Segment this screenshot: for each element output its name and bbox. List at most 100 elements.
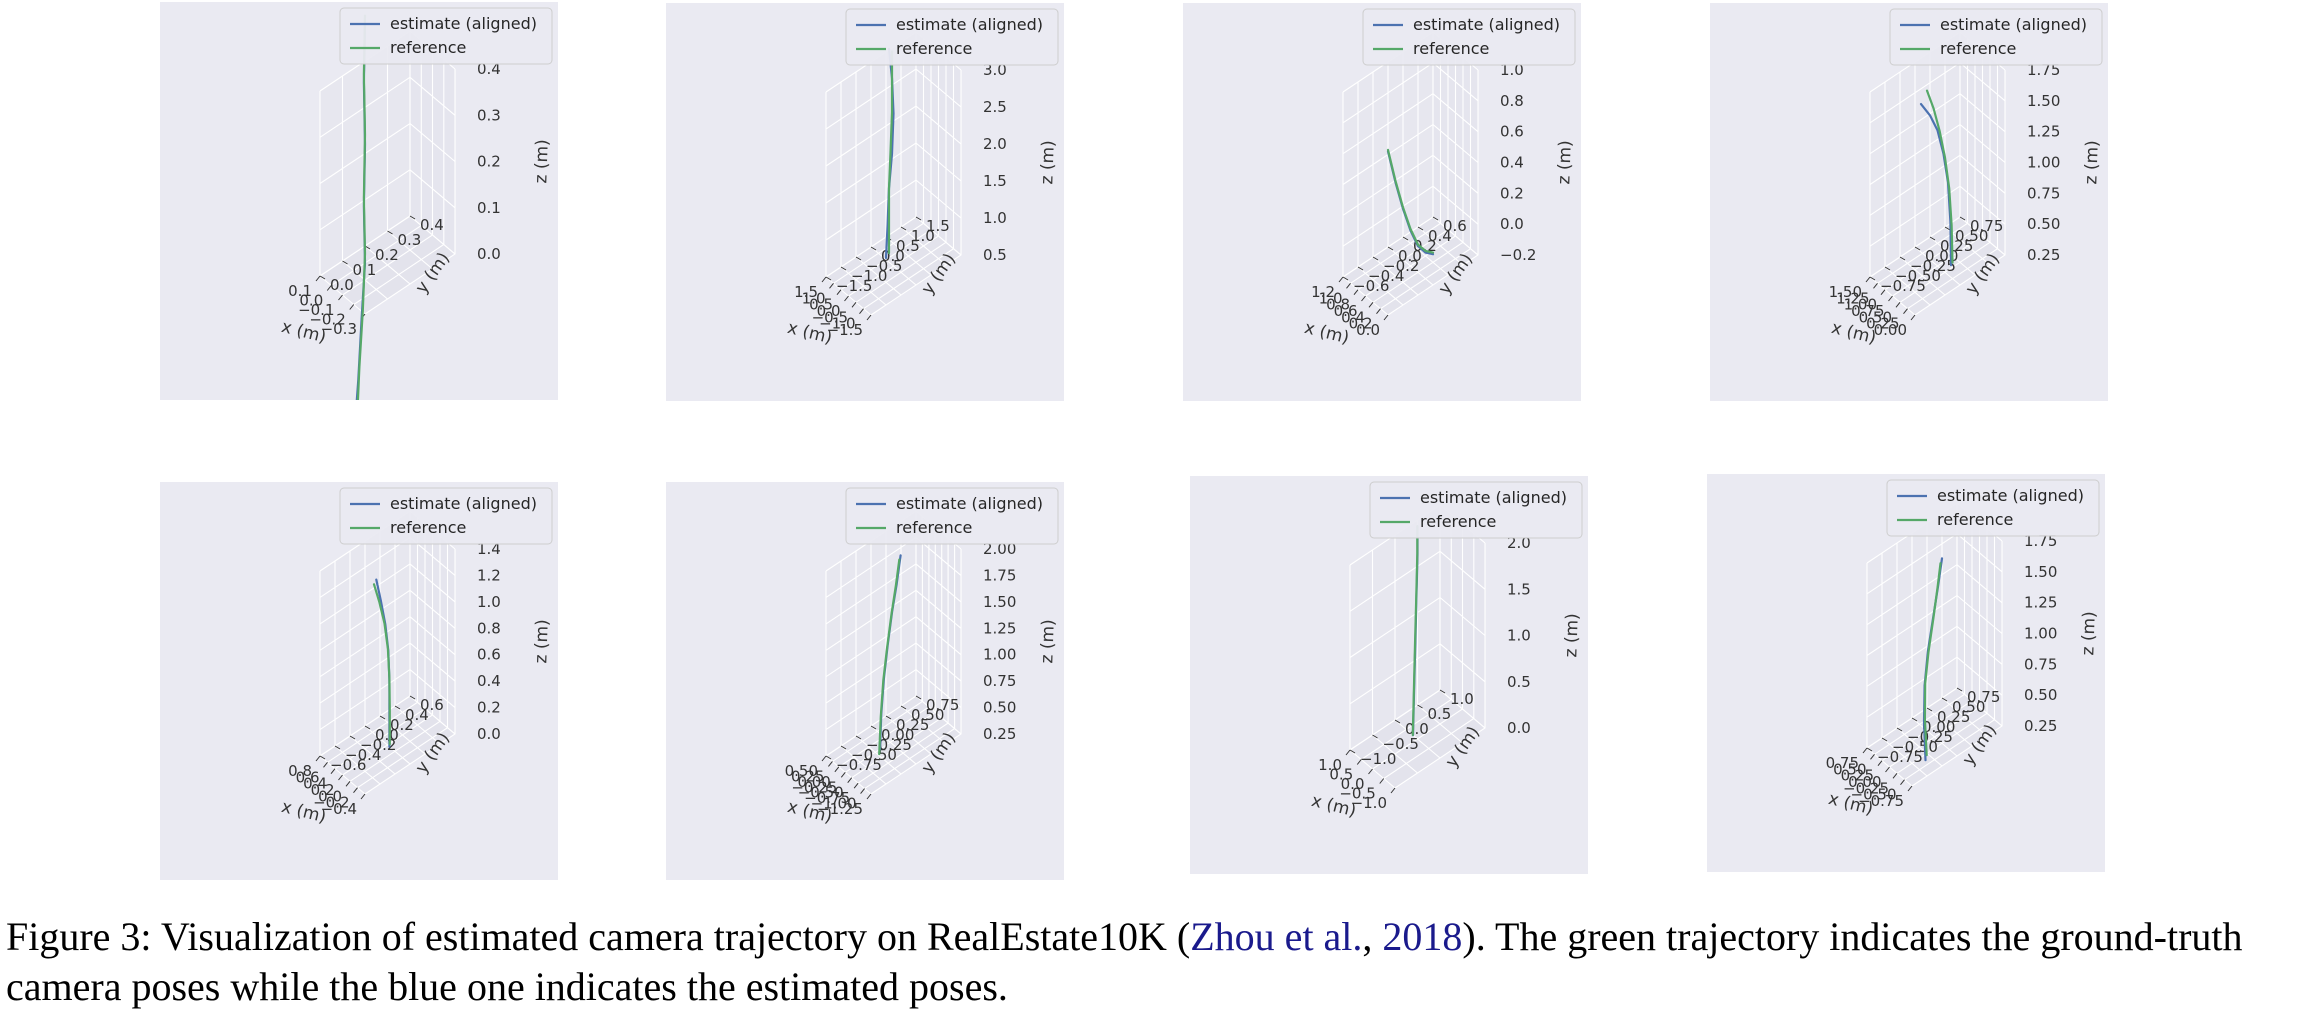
x-tick-label: 0.50 [785, 762, 818, 780]
y-tick-label: −0.25 [1910, 257, 1956, 275]
y-tick-mark [409, 695, 416, 700]
y-tick-label: −0.75 [1880, 277, 1926, 295]
z-tick-label: 1.0 [983, 209, 1007, 227]
y-tick-label: −0.6 [330, 756, 366, 774]
z-tick-label: 0.2 [477, 153, 501, 171]
z-tick-label: 0.50 [983, 699, 1016, 717]
z-tick-label: 0.50 [2024, 686, 2057, 704]
x-tick-mark [345, 781, 351, 787]
grid-line-z [825, 68, 962, 130]
y-tick-label: −0.2 [360, 736, 396, 754]
z-tick-label: 1.50 [2024, 563, 2057, 581]
grid-line-z [825, 179, 962, 241]
y-tick-label: 0.5 [1428, 705, 1452, 723]
reference-trajectory-line [1923, 562, 1942, 757]
x-tick-label: 1.25 [1836, 289, 1869, 307]
y-tick-mark [855, 256, 862, 261]
grid-line-z [319, 169, 456, 231]
y-tick-label: −0.6 [1353, 277, 1389, 295]
y-tick-mark [1387, 246, 1394, 251]
legend-box [845, 487, 1059, 545]
x-tick-label: 0.00 [1874, 321, 1907, 339]
x-tick-label: −0.5 [1339, 785, 1375, 803]
grid-line-z [319, 642, 456, 704]
z-tick-label: 1.5 [983, 172, 1007, 190]
x-tick-mark [866, 314, 872, 321]
x-tick-mark [323, 762, 328, 768]
y-tick-mark [1869, 276, 1876, 281]
z-axis-label: z (m) [531, 619, 553, 664]
legend: estimate (aligned) reference [845, 8, 1059, 66]
grid-line-z [1342, 185, 1479, 247]
x-tick-mark [1356, 759, 1362, 765]
z-tick-label: 0.4 [1500, 154, 1524, 172]
y-tick-mark [1866, 747, 1873, 752]
y-tick-label: −0.25 [866, 736, 912, 754]
citation-author-link[interactable]: Zhou et al. [1190, 914, 1363, 959]
x-tick-mark [315, 755, 321, 762]
y-tick-label: 0.75 [926, 696, 959, 714]
citation-year-link[interactable]: 2018 [1382, 914, 1463, 959]
z-tick-label: 0.8 [477, 619, 501, 637]
y-tick-label: 0.50 [1955, 227, 1988, 245]
z-tick-label: 0.75 [2024, 655, 2057, 673]
x-tick-label: 0.0 [318, 787, 342, 805]
y-tick-label: 0.75 [1970, 217, 2003, 235]
plot-svg: −0.4−0.20.00.20.40.60.8 −0.6−0.4−0.20.00.… [160, 482, 558, 880]
legend-box [1886, 479, 2100, 537]
y-tick-mark [1896, 727, 1903, 732]
y-tick-label: 0.00 [1922, 718, 1955, 736]
legend-reference-label: reference [1413, 39, 1489, 58]
reference-trajectory-line [1411, 524, 1419, 737]
legend-estimate-label: estimate (aligned) [1413, 15, 1560, 34]
grid-line-z [1869, 154, 2006, 216]
legend: estimate (aligned) reference [339, 487, 553, 545]
y-tick-label: −0.4 [345, 746, 381, 764]
x-tick-label: 0.0 [299, 292, 323, 310]
x-tick-mark [834, 766, 840, 773]
y-tick-label: −0.50 [1895, 267, 1941, 285]
x-tick-mark [1361, 295, 1366, 302]
plot-svg: 0.00.20.40.60.81.01.2 −0.6−0.4−0.20.00.20… [1183, 3, 1581, 401]
caption-cite-separator: , [1362, 914, 1383, 959]
legend: estimate (aligned) reference [1886, 479, 2100, 537]
y-tick-mark [1899, 256, 1906, 261]
y-tick-label: 0.25 [1937, 708, 1970, 726]
z-tick-label: 0.0 [477, 245, 501, 263]
plot-svg: −0.3−0.2−0.10.00.1 0.00.10.20.30.40.00.10… [160, 2, 558, 400]
x-tick-label: 0.4 [1341, 308, 1365, 326]
x-tick-mark [844, 295, 849, 302]
plot-svg: −0.75−0.50−0.250.000.250.500.75 −0.75−0.5… [1707, 474, 2105, 872]
x-tick-mark [353, 787, 358, 793]
grid-line-z [1866, 594, 2003, 656]
y-tick-mark [1956, 687, 1963, 692]
y-tick-label: −0.25 [1907, 728, 1953, 746]
x-tick-label: 0.8 [288, 762, 312, 780]
y-tick-mark [1929, 236, 1936, 241]
legend-box [845, 8, 1059, 66]
x-tick-label: 0.0 [1341, 775, 1365, 793]
y-tick-label: 0.2 [1413, 237, 1437, 255]
x-tick-label: 0.00 [797, 773, 830, 791]
y-tick-label: 0.6 [420, 696, 444, 714]
y-tick-mark [349, 735, 356, 740]
x-tick-mark [1910, 314, 1916, 321]
z-tick-label: 1.50 [2027, 92, 2060, 110]
y-tick-label: 0.3 [398, 231, 422, 249]
z-tick-label: 0.8 [1500, 92, 1524, 110]
x-tick-label: −1.00 [811, 795, 857, 813]
x-tick-mark [840, 771, 846, 778]
x-tick-label: 0.8 [1326, 296, 1350, 314]
x-tick-label: −0.2 [309, 311, 345, 329]
x-tick-mark [821, 755, 827, 762]
y-tick-mark [379, 715, 386, 720]
trajectory-plot-2: −1.5 −1.0 −0.5 0.0 0.5 1.0 1.5 −1.5 −1.0 −0.5 0.0 0… [666, 3, 1064, 401]
x-tick-label: 0.1 [288, 282, 312, 300]
x-tick-label: 1.00 [1844, 296, 1877, 314]
x-tick-label: 1.0 [802, 289, 826, 307]
x-tick-label: 0.5 [1329, 766, 1353, 784]
z-tick-label: 1.5 [1507, 580, 1531, 598]
legend-estimate-label: estimate (aligned) [1420, 488, 1567, 507]
grid-line-z [319, 616, 456, 678]
legend-reference-label: reference [896, 518, 972, 537]
